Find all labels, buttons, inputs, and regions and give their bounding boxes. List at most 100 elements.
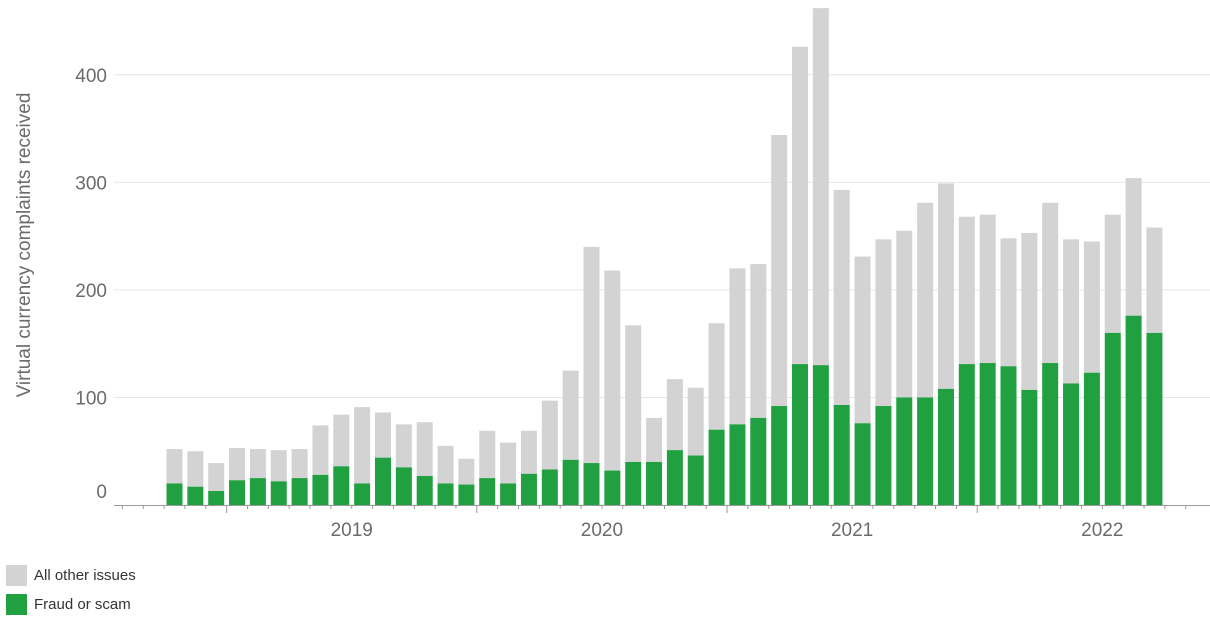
bar-fraud-2021-09	[896, 397, 913, 505]
legend: All other issues Fraud or scam	[6, 564, 136, 622]
bar-fraud-2020-09	[646, 461, 663, 505]
bar-other-2020-08	[625, 325, 642, 462]
bar-fraud-2021-04	[792, 364, 808, 505]
bar-fraud-2022-01	[979, 363, 996, 505]
bar-other-2021-04	[792, 46, 808, 365]
bar-fraud-2018-11	[187, 486, 204, 505]
bar-other-2021-06	[833, 189, 850, 405]
bar-fraud-2021-02	[750, 417, 767, 505]
tick-labels: 0 100 200 300 400 2019 2020 2021 2022	[75, 66, 1123, 541]
bar-other-2022-01	[979, 214, 996, 364]
bar-other-2019-12	[458, 458, 475, 485]
bar-other-2019-01	[229, 447, 246, 481]
bar-fraud-2020-12	[708, 429, 725, 505]
legend-swatch-other	[6, 564, 27, 586]
bar-fraud-2022-08	[1125, 315, 1142, 505]
legend-label-fraud: Fraud or scam	[34, 595, 131, 613]
bar-other-2018-10	[166, 449, 183, 484]
bar-other-2021-01	[729, 268, 746, 425]
bar-other-2021-11	[937, 183, 954, 389]
bar-other-2019-03	[270, 450, 287, 482]
bar-fraud-2019-10	[416, 475, 433, 505]
y-tick-label: 0	[96, 482, 107, 503]
bar-other-2019-10	[416, 422, 433, 476]
bar-other-2020-05	[562, 370, 579, 460]
x-tick-label: 2019	[331, 520, 373, 541]
bar-other-2018-11	[187, 451, 204, 487]
bar-fraud-2021-12	[958, 364, 975, 505]
bar-fraud-2021-03	[771, 406, 788, 505]
bar-other-2020-01	[479, 430, 496, 479]
bar-fraud-2018-10	[166, 483, 183, 505]
bar-other-2021-02	[750, 264, 767, 418]
bar-other-2022-06	[1083, 241, 1100, 373]
legend-swatch-fraud	[6, 593, 27, 615]
bar-fraud-2019-08	[375, 457, 391, 505]
bar-fraud-2021-10	[917, 397, 934, 505]
bar-other-2019-02	[249, 449, 266, 479]
bar-fraud-2020-06	[583, 463, 600, 505]
bar-fraud-2020-04	[541, 469, 558, 505]
bar-fraud-2021-11	[937, 388, 954, 505]
bar-fraud-2020-08	[625, 461, 642, 505]
bar-fraud-2020-01	[479, 478, 496, 505]
bar-other-2020-04	[541, 400, 558, 470]
bar-other-2020-11	[687, 387, 704, 456]
bar-other-2021-10	[917, 202, 934, 398]
bar-fraud-2021-01	[729, 424, 746, 505]
bar-fraud-2020-10	[666, 450, 683, 505]
bar-fraud-2018-12	[208, 491, 225, 505]
bar-fraud-2019-07	[354, 483, 371, 505]
bar-fraud-2021-08	[875, 406, 892, 505]
x-tick-label: 2020	[581, 520, 623, 541]
bar-fraud-2019-11	[437, 483, 454, 505]
bar-other-2019-08	[375, 412, 391, 458]
bar-other-2022-05	[1063, 239, 1080, 384]
bar-fraud-2022-03	[1021, 389, 1038, 505]
bar-other-2019-05	[312, 425, 329, 475]
bar-other-2020-09	[646, 417, 663, 462]
x-tick-label: 2022	[1081, 520, 1123, 541]
bar-other-2021-12	[958, 216, 975, 365]
bar-fraud-2020-02	[500, 483, 517, 505]
y-tick-label: 400	[75, 66, 107, 87]
bar-fraud-2019-02	[249, 478, 266, 505]
y-tick-label: 200	[75, 281, 107, 302]
bar-other-2021-03	[771, 135, 788, 407]
bar-fraud-2022-02	[1000, 366, 1017, 505]
bars	[166, 8, 1163, 505]
bar-other-2022-04	[1042, 202, 1059, 364]
bar-fraud-2022-09	[1146, 332, 1163, 505]
y-tick-label: 300	[75, 173, 107, 194]
bar-other-2022-07	[1104, 214, 1121, 333]
bar-fraud-2022-04	[1042, 363, 1059, 505]
bar-fraud-2022-05	[1063, 383, 1080, 505]
bar-fraud-2020-03	[520, 473, 537, 505]
bar-other-2020-12	[708, 323, 725, 430]
bar-other-2022-03	[1021, 232, 1038, 390]
bar-other-2020-02	[500, 442, 517, 484]
bar-fraud-2019-09	[395, 467, 412, 505]
bar-fraud-2019-12	[458, 484, 475, 505]
bar-other-2019-09	[395, 424, 412, 468]
x-tick-label: 2021	[831, 520, 873, 541]
bar-fraud-2022-07	[1104, 332, 1121, 505]
bar-fraud-2019-01	[229, 480, 246, 505]
y-axis-title: Virtual currency complaints received	[14, 93, 35, 398]
legend-item-other: All other issues	[6, 564, 136, 586]
bar-fraud-2021-05	[812, 365, 829, 505]
bar-fraud-2019-03	[270, 481, 287, 505]
bar-other-2021-09	[896, 230, 913, 398]
bar-fraud-2021-07	[854, 423, 871, 505]
bar-fraud-2020-11	[687, 455, 704, 505]
bar-fraud-2022-06	[1083, 372, 1100, 505]
bar-fraud-2020-07	[604, 470, 621, 505]
bar-fraud-2020-05	[562, 459, 579, 505]
bar-other-2020-06	[583, 246, 600, 464]
legend-item-fraud: Fraud or scam	[6, 593, 136, 615]
legend-label-other: All other issues	[34, 566, 136, 584]
bar-fraud-2019-06	[333, 466, 350, 505]
bar-other-2020-10	[666, 379, 683, 451]
bar-other-2019-07	[354, 407, 371, 484]
